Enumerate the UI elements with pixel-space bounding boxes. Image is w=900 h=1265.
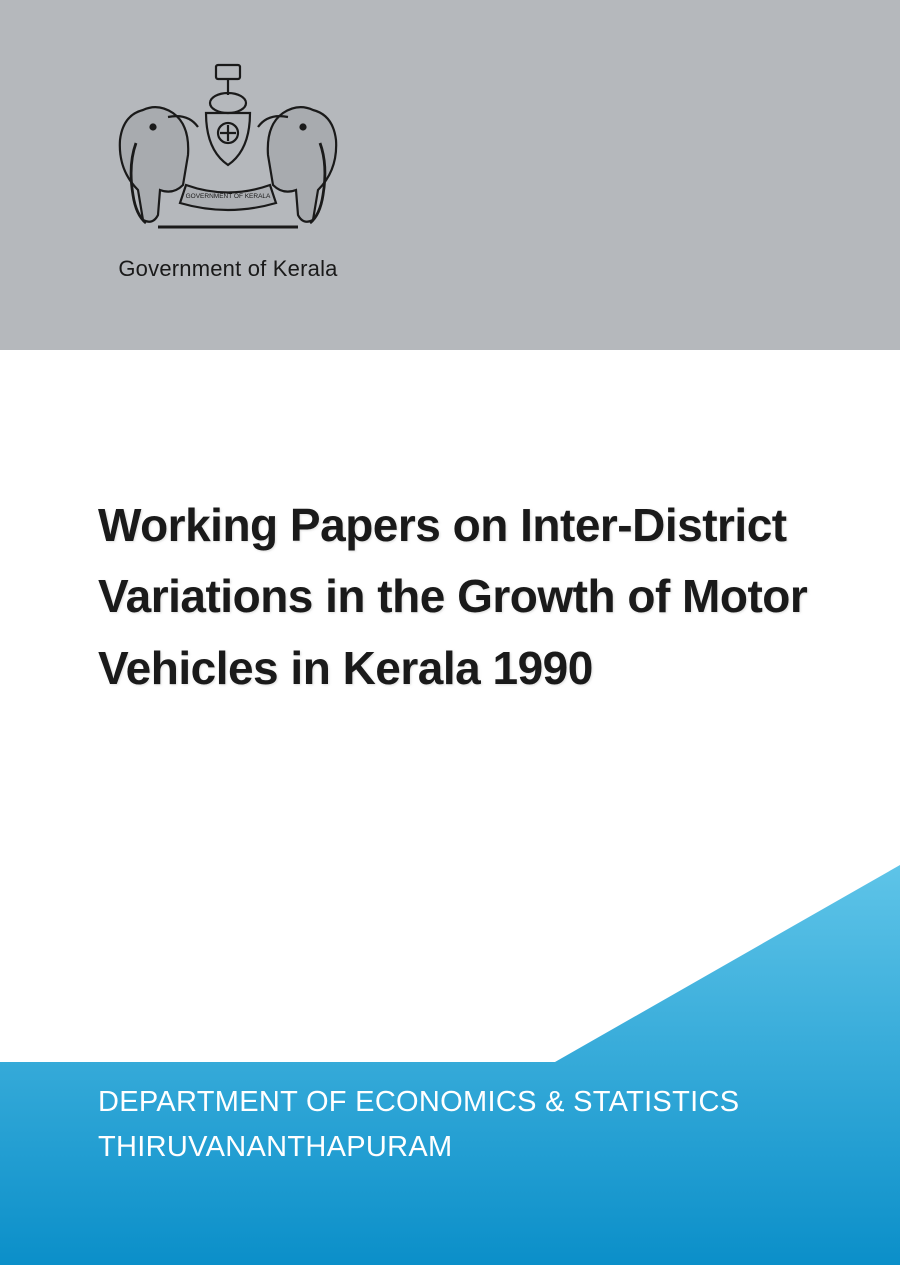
footer-background-shape — [0, 865, 900, 1265]
footer-section: DEPARTMENT OF ECONOMICS & STATISTICS THI… — [0, 865, 900, 1265]
kerala-emblem-icon: GOVERNMENT OF KERALA — [98, 55, 358, 250]
department-name: DEPARTMENT OF ECONOMICS & STATISTICS — [98, 1080, 739, 1125]
emblem-label: Government of Kerala — [118, 256, 337, 282]
header-band: GOVERNMENT OF KERALA Government of Keral… — [0, 0, 900, 350]
svg-text:GOVERNMENT OF KERALA: GOVERNMENT OF KERALA — [186, 193, 271, 200]
emblem-container: GOVERNMENT OF KERALA Government of Keral… — [98, 55, 358, 282]
footer-text: DEPARTMENT OF ECONOMICS & STATISTICS THI… — [98, 1080, 739, 1170]
title-section: Working Papers on Inter-District Variati… — [0, 350, 900, 704]
document-title: Working Papers on Inter-District Variati… — [98, 490, 830, 704]
department-location: THIRUVANANTHAPURAM — [98, 1125, 739, 1170]
